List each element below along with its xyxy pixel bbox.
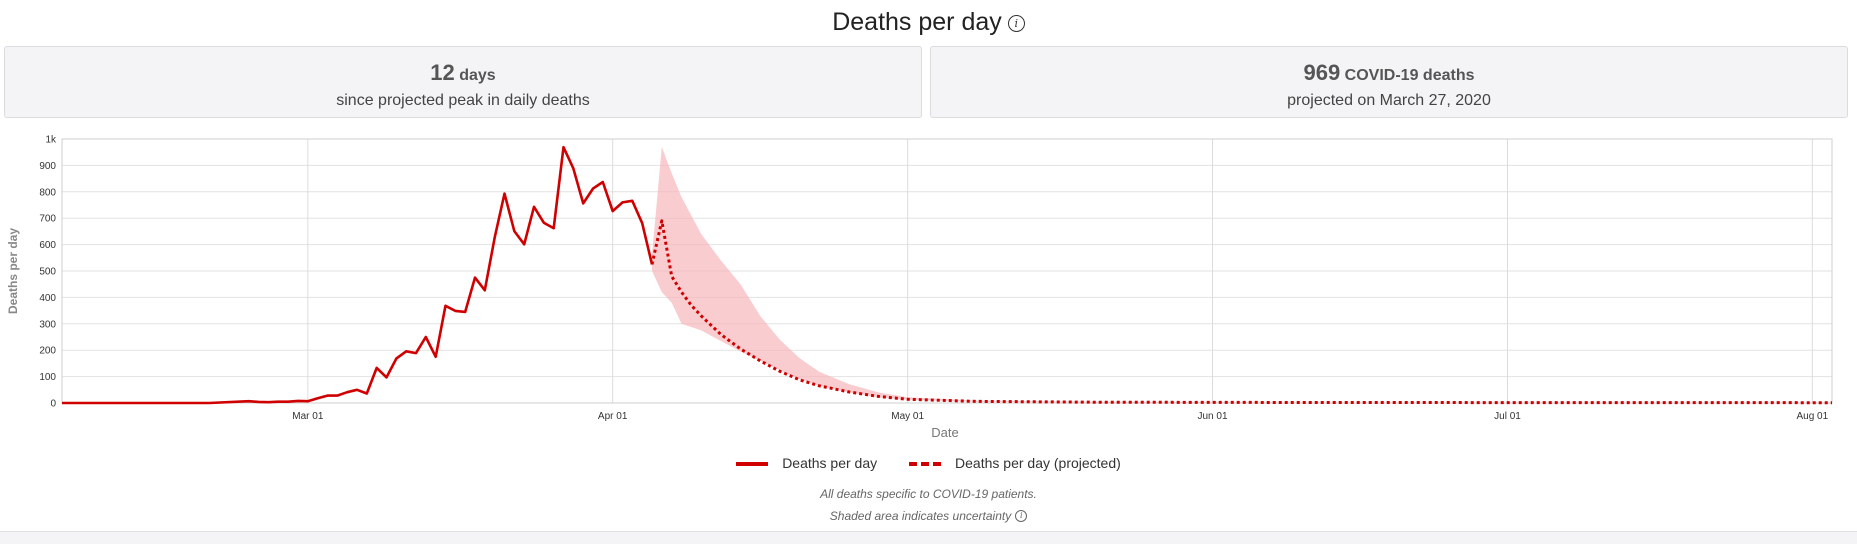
legend-swatch-dashed: [909, 462, 942, 467]
y-tick-label: 100: [39, 372, 56, 383]
legend-swatch-solid: [736, 462, 769, 467]
x-tick-label: Mar 01: [292, 411, 324, 422]
stat-subtitle: since projected peak in daily deaths: [336, 92, 590, 109]
stat-number: 12: [430, 60, 455, 85]
y-tick-label: 200: [39, 346, 56, 357]
x-tick-label: Jun 01: [1197, 411, 1227, 422]
chart-header: Deaths per day i: [0, 0, 1857, 44]
page-title: Deaths per day: [832, 8, 1002, 36]
y-tick-label: 800: [39, 187, 56, 198]
y-tick-label: 900: [39, 161, 56, 172]
y-axis-label: Deaths per day: [6, 228, 20, 314]
projected-deaths-line: [650, 219, 1833, 405]
chart-series: [62, 145, 1833, 405]
x-tick-label: Jul 01: [1494, 411, 1521, 422]
footnote-uncertainty: Shaded area indicates uncertainty i: [0, 509, 1857, 523]
info-icon[interactable]: i: [1015, 509, 1028, 522]
deaths-per-day-chart: 0 100 200 300 400 500 600 700 800 900 1k Mar 01 Apr …: [6, 135, 1833, 441]
y-tick-label: 400: [39, 293, 56, 304]
x-tick-label: Apr 01: [598, 411, 628, 422]
y-tick-label: 700: [39, 214, 56, 225]
legend-label: Deaths per day (projected): [955, 455, 1121, 471]
legend-item-projected[interactable]: Deaths per day (projected): [909, 455, 1121, 471]
chart-grid: [61, 138, 1833, 404]
y-tick-label: 0: [50, 399, 56, 410]
uncertainty-band: [652, 146, 1832, 403]
uncertainty-band-area: [652, 146, 1832, 403]
stat-unit: days: [459, 67, 496, 84]
stat-number: 969: [1303, 60, 1341, 85]
x-axis-label: Date: [931, 425, 958, 440]
y-tick-label: 1k: [45, 135, 57, 146]
stat-card-peak-deaths: 969 COVID-19 deaths projected on March 2…: [930, 46, 1848, 118]
actual-deaths-line: [62, 145, 654, 405]
stat-line: 12 days: [5, 60, 921, 86]
stat-line: 969 COVID-19 deaths: [931, 60, 1847, 86]
y-tick-label: 500: [39, 267, 56, 278]
info-icon[interactable]: i: [1007, 15, 1025, 33]
legend-item-actual[interactable]: Deaths per day: [736, 455, 877, 471]
x-tick-label: Aug 01: [1796, 411, 1828, 422]
legend-label: Deaths per day: [782, 455, 878, 471]
x-tick-label: May 01: [891, 411, 924, 422]
footnote-text: Shaded area indicates uncertainty: [829, 509, 1012, 523]
y-tick-label: 600: [39, 240, 56, 251]
footnote-deaths: All deaths specific to COVID-19 patients…: [820, 487, 1037, 501]
stat-card-days-since-peak: 12 days since projected peak in daily de…: [4, 46, 922, 118]
stat-subtitle: projected on March 27, 2020: [1287, 92, 1491, 109]
stat-unit: COVID-19 deaths: [1344, 67, 1475, 84]
bottom-bar: [0, 531, 1857, 544]
chart-legend: Deaths per day Deaths per day (projected…: [0, 455, 1857, 471]
y-tick-label: 300: [39, 319, 56, 330]
plot-border: [61, 138, 1833, 404]
chart-axes: 0 100 200 300 400 500 600 700 800 900 1k Mar 01 Apr …: [6, 135, 1829, 441]
